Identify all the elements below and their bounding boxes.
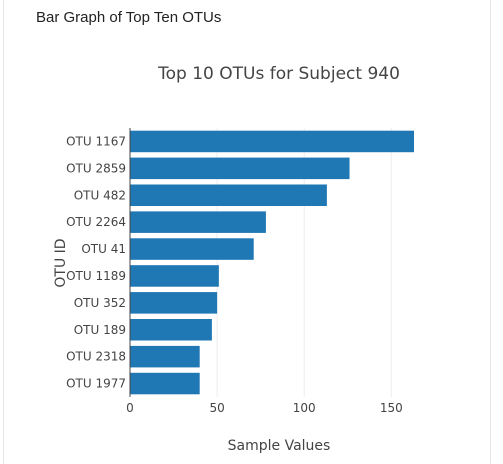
y-tick-labels: OTU 1167 OTU 2859 OTU 482 OTU 2264 OTU 41 OTU…	[66, 134, 126, 390]
bar[interactable]	[130, 130, 414, 153]
y-tick-label: OTU 1977	[66, 377, 126, 391]
bar[interactable]	[130, 318, 212, 341]
y-tick-label: OTU 2264	[66, 215, 126, 229]
x-tick-labels: 0 50 100 150	[126, 401, 403, 415]
bar[interactable]	[130, 345, 200, 368]
bar[interactable]	[130, 372, 200, 395]
y-tick-label: OTU 352	[74, 296, 126, 310]
bar[interactable]	[130, 265, 219, 287]
bar[interactable]	[130, 238, 254, 260]
chart-title: Top 10 OTUs for Subject 940	[157, 64, 400, 84]
x-tick-label: 0	[126, 401, 134, 415]
panel-border-left	[3, 0, 4, 464]
panel-heading: Bar Graph of Top Ten OTUs	[36, 9, 222, 26]
bar[interactable]	[130, 292, 218, 314]
x-tick-label: 150	[380, 401, 403, 415]
y-axis-title: OTU ID	[53, 238, 69, 287]
bar[interactable]	[130, 211, 266, 233]
y-tick-label: OTU 1189	[66, 269, 126, 283]
y-tick-label: OTU 189	[74, 323, 126, 337]
panel-border-right	[490, 0, 491, 464]
y-tick-label: OTU 482	[74, 188, 126, 202]
bar[interactable]	[130, 184, 327, 207]
x-axis-title: Sample Values	[228, 438, 331, 454]
y-tick-label: OTU 1167	[66, 134, 126, 148]
x-tick-label: 100	[293, 401, 316, 415]
bar[interactable]	[130, 157, 350, 180]
x-tick-label: 50	[209, 401, 224, 415]
bars	[130, 130, 414, 395]
y-tick-label: OTU 2318	[66, 350, 126, 364]
y-tick-label: OTU 2859	[66, 161, 126, 175]
y-tick-label: OTU 41	[81, 242, 126, 256]
